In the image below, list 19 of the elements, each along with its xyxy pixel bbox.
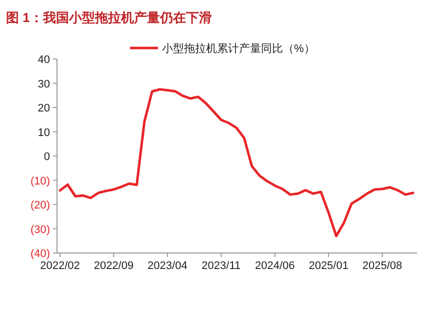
y-tick-label: 10 bbox=[38, 126, 50, 139]
chart-title: 图 1：我国小型拖拉机产量仍在下滑 bbox=[6, 10, 212, 25]
x-tick-label: 2022/02 bbox=[40, 260, 80, 272]
y-tick-label: 30 bbox=[38, 78, 50, 90]
x-tick-label: 2023/04 bbox=[148, 260, 188, 272]
y-tick-label: (30) bbox=[30, 224, 50, 236]
y-tick-label: (20) bbox=[30, 200, 50, 212]
x-tick-label: 2024/06 bbox=[254, 260, 295, 272]
y-tick-label: 0 bbox=[44, 151, 50, 163]
line-series bbox=[58, 88, 414, 238]
x-tick-label: 2025/01 bbox=[308, 260, 348, 272]
y-tick-label: 20 bbox=[38, 102, 50, 114]
x-tick-label: 2025/08 bbox=[362, 260, 402, 272]
y-tick-label: (10) bbox=[30, 175, 50, 188]
x-tick-label: 2022/09 bbox=[94, 260, 134, 272]
y-tick-label: (40) bbox=[30, 248, 50, 260]
y-tick-label: 40 bbox=[38, 54, 50, 66]
legend-label: 小型拖拉机累计产量同比（%） bbox=[162, 42, 315, 55]
x-tick-label: 2023/11 bbox=[202, 260, 241, 272]
